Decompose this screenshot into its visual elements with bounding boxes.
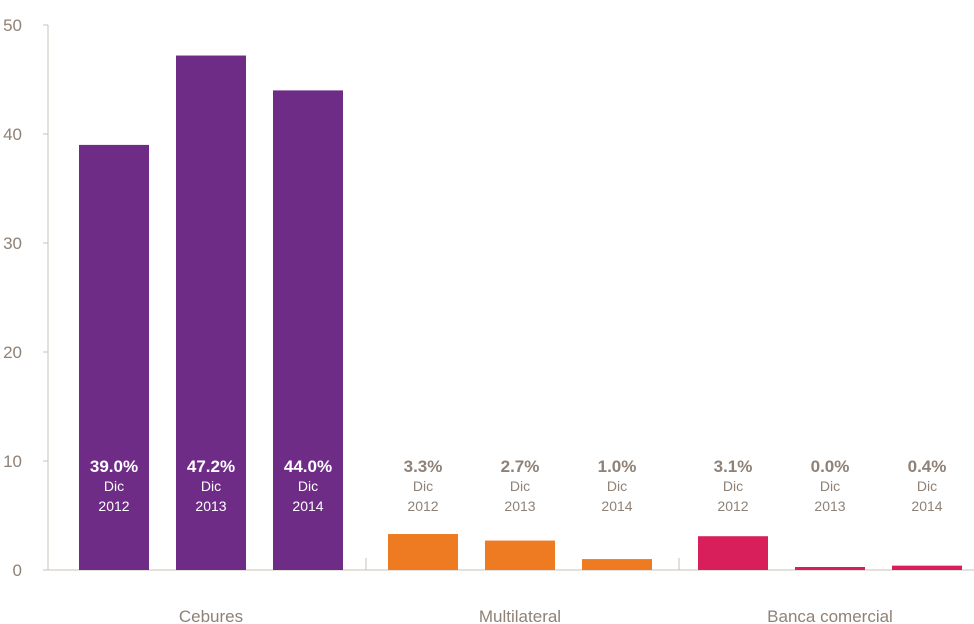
category-label: Cebures [179, 607, 243, 624]
bar-cebures-2012 [79, 144, 149, 570]
y-tick-label: 10 [3, 452, 22, 471]
bar-cebures-2013 [176, 55, 246, 570]
data-label-period: Dic [104, 478, 124, 494]
data-label-year: 2012 [407, 498, 438, 514]
data-label-period: Dic [723, 478, 743, 494]
data-label-year: 2013 [814, 498, 845, 514]
data-label-year: 2012 [717, 498, 748, 514]
bar-cebures-2014 [273, 90, 343, 571]
bar-banca-comercial-2012 [698, 536, 768, 570]
category-labels-layer: Cebures Multilateral Banca comercial [179, 607, 893, 624]
data-label-value: 3.3% [404, 457, 443, 476]
data-label-period: Dic [607, 478, 627, 494]
data-label-year: 2013 [504, 498, 535, 514]
data-label-value: 2.7% [501, 457, 540, 476]
data-label-year: 2014 [292, 498, 323, 514]
data-label-year: 2012 [98, 498, 129, 514]
data-label-period: Dic [298, 478, 318, 494]
bar-multilateral-2013 [485, 540, 555, 570]
data-label-value: 44.0% [284, 457, 332, 476]
data-label-value: 3.1% [714, 457, 753, 476]
data-label-value: 47.2% [187, 457, 235, 476]
data-label-period: Dic [917, 478, 937, 494]
bar-banca-comercial-2013 [795, 567, 865, 570]
data-label-year: 2013 [195, 498, 226, 514]
y-tick-label: 40 [3, 125, 22, 144]
data-label-value: 0.0% [811, 457, 850, 476]
data-label-year: 2014 [911, 498, 942, 514]
category-label: Multilateral [479, 607, 561, 624]
data-labels-layer: 39.0% Dic 2012 47.2% Dic 2013 44.0% Dic 2014 3.3%… [90, 457, 946, 514]
category-label: Banca comercial [767, 607, 893, 624]
data-label-value: 1.0% [598, 457, 637, 476]
y-tick-label: 50 [3, 16, 22, 35]
y-tick-label: 30 [3, 234, 22, 253]
bar-multilateral-2012 [388, 534, 458, 570]
y-tick-label: 0 [13, 561, 22, 580]
y-tick-label: 20 [3, 343, 22, 362]
data-label-value: 39.0% [90, 457, 138, 476]
data-label-period: Dic [510, 478, 530, 494]
data-label-period: Dic [820, 478, 840, 494]
data-label-value: 0.4% [908, 457, 947, 476]
bar-banca-comercial-2014 [892, 565, 962, 570]
data-label-year: 2014 [601, 498, 632, 514]
data-label-period: Dic [201, 478, 221, 494]
data-label-period: Dic [413, 478, 433, 494]
bars-layer [79, 55, 962, 571]
bar-multilateral-2014 [582, 559, 652, 570]
